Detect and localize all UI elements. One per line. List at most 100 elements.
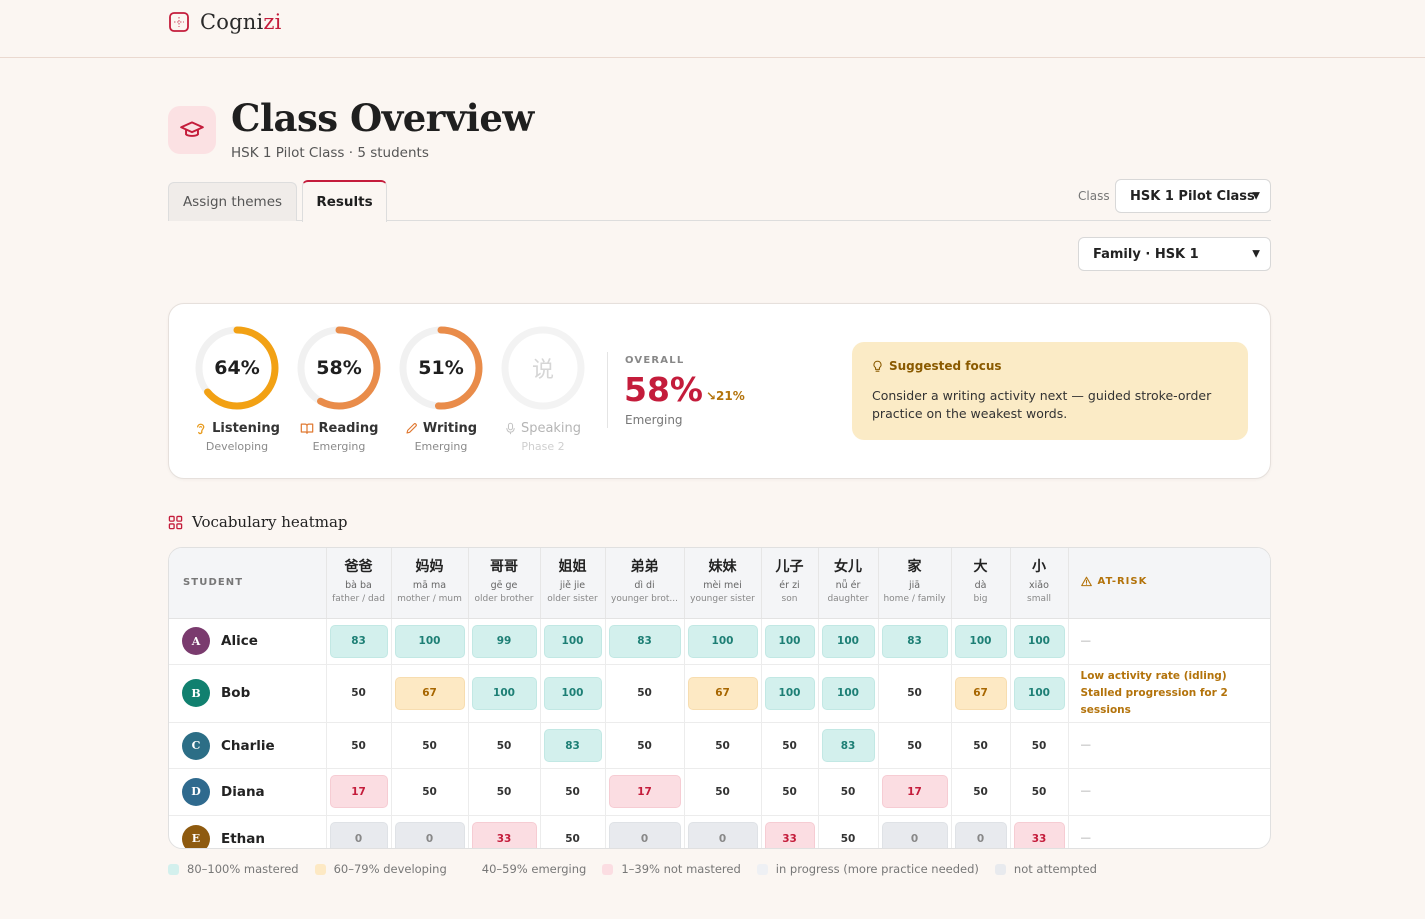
word-meaning: home / family: [883, 594, 946, 605]
word-pinyin: xiǎo: [1029, 580, 1049, 592]
student-row[interactable]: E Ethan 0 0 33 50 0 0 33 50 0 0 33—: [169, 815, 1270, 848]
score-badge[interactable]: 50: [422, 739, 437, 752]
score-badge[interactable]: 100: [954, 624, 1007, 658]
score-badge[interactable]: 50: [907, 739, 922, 752]
score-badge[interactable]: 50: [565, 832, 580, 845]
score-badge[interactable]: 50: [782, 739, 797, 752]
score-badge[interactable]: 83: [821, 729, 875, 763]
score-badge[interactable]: 83: [881, 624, 948, 658]
score-cell: 0: [878, 815, 952, 848]
score-badge[interactable]: 50: [565, 785, 580, 798]
word-hanzi: 姐姐: [558, 559, 587, 576]
student-name[interactable]: Alice: [221, 633, 258, 650]
score-badge[interactable]: 100: [1013, 624, 1065, 658]
score-badge[interactable]: 50: [351, 687, 366, 700]
page-subtitle: HSK 1 Pilot Class · 5 students: [231, 145, 429, 161]
score-badge[interactable]: 100: [764, 624, 815, 658]
score-badge[interactable]: 100: [394, 624, 465, 658]
score-badge[interactable]: 50: [1031, 785, 1047, 798]
score-badge[interactable]: 50: [637, 687, 652, 700]
student-name[interactable]: Charlie: [221, 737, 275, 754]
score-cell: 50: [878, 722, 952, 770]
word-column-header: 妹妹 mèi mei younger sister: [684, 548, 762, 619]
score-badge[interactable]: 50: [715, 739, 730, 752]
score-cell: 0: [326, 815, 392, 848]
score-cell: 50: [468, 722, 541, 770]
score-cell: 17: [878, 768, 952, 816]
score-badge[interactable]: 50: [782, 785, 797, 798]
score-badge[interactable]: 0: [687, 822, 758, 848]
tab-bar: Assign themes Results: [168, 180, 1271, 222]
score-badge[interactable]: 100: [821, 624, 875, 658]
score-badge[interactable]: 100: [687, 624, 758, 658]
score-badge[interactable]: 0: [954, 822, 1007, 848]
score-badge[interactable]: 50: [907, 687, 922, 700]
score-cell: 50: [540, 815, 606, 848]
overall-trend: ↘21%: [706, 389, 745, 403]
score-cell: 83: [326, 618, 392, 665]
score-cell: 50: [684, 768, 762, 816]
student-row[interactable]: B Bob 50 67 100 100 50 67 100 100 50 67 100 Low activ…: [169, 664, 1270, 723]
score-cell: 33: [468, 815, 541, 848]
score-badge[interactable]: 83: [543, 729, 602, 763]
score-badge[interactable]: 99: [471, 624, 537, 658]
overall-score: 58%: [624, 370, 703, 409]
score-badge[interactable]: 83: [329, 624, 388, 658]
score-badge[interactable]: 0: [881, 822, 948, 848]
score-badge[interactable]: 50: [1031, 739, 1047, 752]
score-badge[interactable]: 50: [973, 739, 988, 752]
score-badge[interactable]: 50: [840, 832, 856, 845]
skill-reading: 58% Reading Emerging: [295, 324, 383, 453]
class-select[interactable]: HSK 1 Pilot Class ▼: [1115, 179, 1271, 213]
score-badge[interactable]: 50: [840, 785, 856, 798]
no-risk-text: —: [1080, 785, 1092, 798]
score-badge[interactable]: 17: [881, 775, 948, 809]
tab-assign-themes[interactable]: Assign themes: [168, 182, 297, 221]
score-cell: 100: [684, 618, 762, 665]
score-badge[interactable]: 0: [329, 822, 388, 848]
legend-swatch: [994, 863, 1006, 875]
legend-label: not attempted: [1013, 862, 1097, 876]
score-badge[interactable]: 100: [543, 624, 602, 658]
score-badge[interactable]: 67: [954, 676, 1007, 710]
score-badge[interactable]: 100: [1013, 676, 1065, 710]
score-badge[interactable]: 100: [821, 676, 875, 710]
theme-select[interactable]: Family · HSK 1 ▼: [1078, 237, 1271, 271]
student-row[interactable]: C Charlie 50 50 50 83 50 50 50 83 50 50 50 —: [169, 722, 1270, 770]
score-badge[interactable]: 67: [687, 676, 758, 710]
score-badge[interactable]: 100: [471, 676, 537, 710]
student-name[interactable]: Diana: [221, 783, 265, 800]
score-badge[interactable]: 100: [543, 676, 602, 710]
student-row[interactable]: D Diana 17 50 50 50 17 50 50 50 17 50 50 —: [169, 768, 1270, 816]
score-cell: 50: [326, 722, 392, 770]
score-badge[interactable]: 50: [351, 739, 366, 752]
student-row[interactable]: A Alice 83 100 99 100 83 100 100 100 83 100 100—: [169, 618, 1270, 665]
student-name[interactable]: Bob: [221, 685, 251, 702]
score-badge[interactable]: 50: [496, 785, 512, 798]
score-badge[interactable]: 50: [715, 785, 730, 798]
score-badge[interactable]: 33: [764, 822, 815, 848]
tab-results[interactable]: Results: [302, 180, 387, 222]
score-badge[interactable]: 50: [496, 739, 512, 752]
score-badge[interactable]: 50: [973, 785, 988, 798]
reading-label: Reading: [295, 421, 383, 436]
writing-level: Emerging: [414, 440, 468, 453]
score-badge[interactable]: 50: [637, 739, 652, 752]
score-badge[interactable]: 17: [329, 775, 388, 809]
score-badge[interactable]: 33: [471, 822, 537, 848]
score-badge[interactable]: 50: [422, 785, 437, 798]
score-badge[interactable]: 33: [1013, 822, 1065, 848]
student-name[interactable]: Ethan: [221, 830, 266, 847]
score-badge[interactable]: 100: [764, 676, 815, 710]
score-badge[interactable]: 0: [394, 822, 465, 848]
no-risk-text: —: [1080, 832, 1092, 845]
score-badge[interactable]: 67: [394, 676, 465, 710]
score-badge[interactable]: 0: [608, 822, 681, 848]
word-pinyin: bà ba: [345, 580, 372, 592]
score-cell: 50: [818, 768, 879, 816]
score-badge[interactable]: 17: [608, 775, 681, 809]
word-pinyin: dì di: [634, 580, 655, 592]
app-logo[interactable]: Cognizi: [168, 10, 282, 34]
score-badge[interactable]: 83: [608, 624, 681, 658]
at-risk-cell: —: [1068, 618, 1270, 665]
